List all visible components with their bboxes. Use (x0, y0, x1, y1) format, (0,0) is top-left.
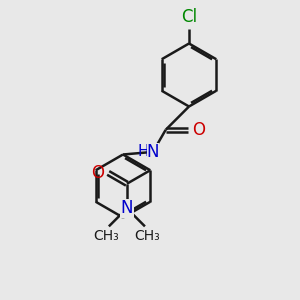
Text: N: N (121, 199, 133, 217)
Text: O: O (192, 121, 205, 139)
Text: N: N (147, 143, 159, 161)
Text: O: O (92, 164, 105, 182)
Text: H: H (137, 144, 149, 159)
Text: CH₃: CH₃ (94, 229, 119, 243)
Text: CH₃: CH₃ (134, 229, 160, 243)
Text: Cl: Cl (181, 8, 197, 26)
